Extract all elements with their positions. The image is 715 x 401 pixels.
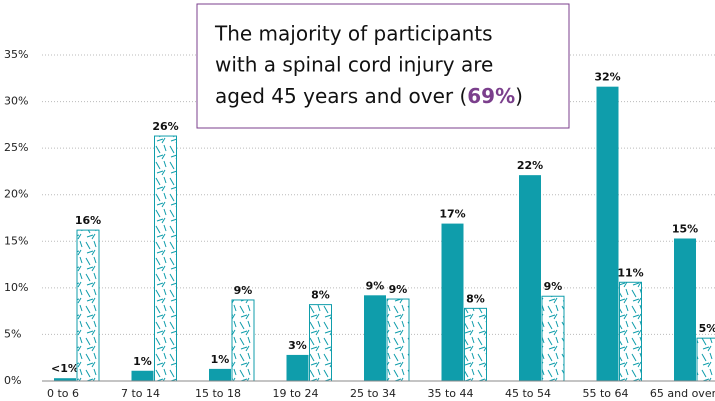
y-tick-label: 10% bbox=[4, 281, 28, 294]
bar bbox=[286, 354, 309, 381]
bar bbox=[76, 229, 100, 382]
bar bbox=[674, 238, 696, 381]
value-label: 8% bbox=[311, 289, 330, 302]
x-tick-label: 35 to 44 bbox=[427, 387, 473, 400]
bar bbox=[364, 295, 386, 381]
value-label: 16% bbox=[75, 214, 101, 227]
bar bbox=[386, 298, 410, 382]
value-label: 17% bbox=[439, 208, 465, 221]
annotation-line: aged 45 years and over (69%) bbox=[215, 84, 523, 108]
x-tick-label: 25 to 34 bbox=[350, 387, 396, 400]
value-label: 1% bbox=[133, 355, 152, 368]
value-label: 9% bbox=[389, 283, 408, 296]
x-tick-label: 45 to 54 bbox=[505, 387, 551, 400]
value-label: 15% bbox=[672, 222, 698, 235]
annotation-line: with a spinal cord injury are bbox=[215, 53, 493, 77]
value-label: 9% bbox=[234, 284, 253, 297]
x-tick-label: 19 to 24 bbox=[272, 387, 318, 400]
annotation-text: aged 45 years and over ( bbox=[215, 84, 467, 108]
bar bbox=[519, 175, 541, 381]
y-tick-label: 15% bbox=[4, 234, 28, 247]
bar bbox=[696, 337, 715, 382]
value-label: 22% bbox=[517, 159, 543, 172]
value-label: 9% bbox=[544, 280, 563, 293]
bar bbox=[231, 299, 255, 382]
x-tick-label: 0 to 6 bbox=[47, 387, 79, 400]
y-tick-label: 0% bbox=[4, 374, 21, 387]
annotation-highlight: 69% bbox=[467, 84, 515, 108]
bar bbox=[441, 223, 464, 381]
x-tick-label: 15 to 18 bbox=[195, 387, 241, 400]
value-label: 3% bbox=[288, 339, 307, 352]
value-label: 1% bbox=[211, 353, 230, 366]
value-label: 11% bbox=[617, 266, 643, 279]
y-tick-label: 5% bbox=[4, 327, 21, 340]
value-label: 5% bbox=[699, 322, 715, 335]
annotation-line: The majority of participants bbox=[214, 22, 493, 46]
value-label: <1% bbox=[51, 362, 79, 375]
value-label: 32% bbox=[594, 71, 620, 84]
y-tick-label: 25% bbox=[4, 141, 28, 154]
bar bbox=[541, 295, 565, 382]
bar bbox=[131, 370, 154, 381]
x-tick-label: 55 to 64 bbox=[582, 387, 628, 400]
bar bbox=[209, 368, 231, 381]
bar bbox=[154, 135, 177, 382]
y-tick-label: 20% bbox=[4, 188, 28, 201]
y-tick-label: 35% bbox=[4, 48, 28, 61]
annotation-box bbox=[196, 3, 570, 129]
bar bbox=[596, 86, 619, 381]
x-tick-label: 7 to 14 bbox=[121, 387, 160, 400]
bar bbox=[54, 378, 76, 381]
y-tick-label: 30% bbox=[4, 95, 28, 108]
value-label: 26% bbox=[152, 120, 178, 133]
bar bbox=[464, 307, 487, 382]
value-label: 9% bbox=[366, 279, 385, 292]
annotation-text: ) bbox=[515, 84, 523, 108]
bar bbox=[619, 281, 642, 382]
x-tick-label: 65 and over bbox=[650, 387, 715, 400]
bar bbox=[309, 304, 332, 382]
value-label: 8% bbox=[466, 292, 485, 305]
